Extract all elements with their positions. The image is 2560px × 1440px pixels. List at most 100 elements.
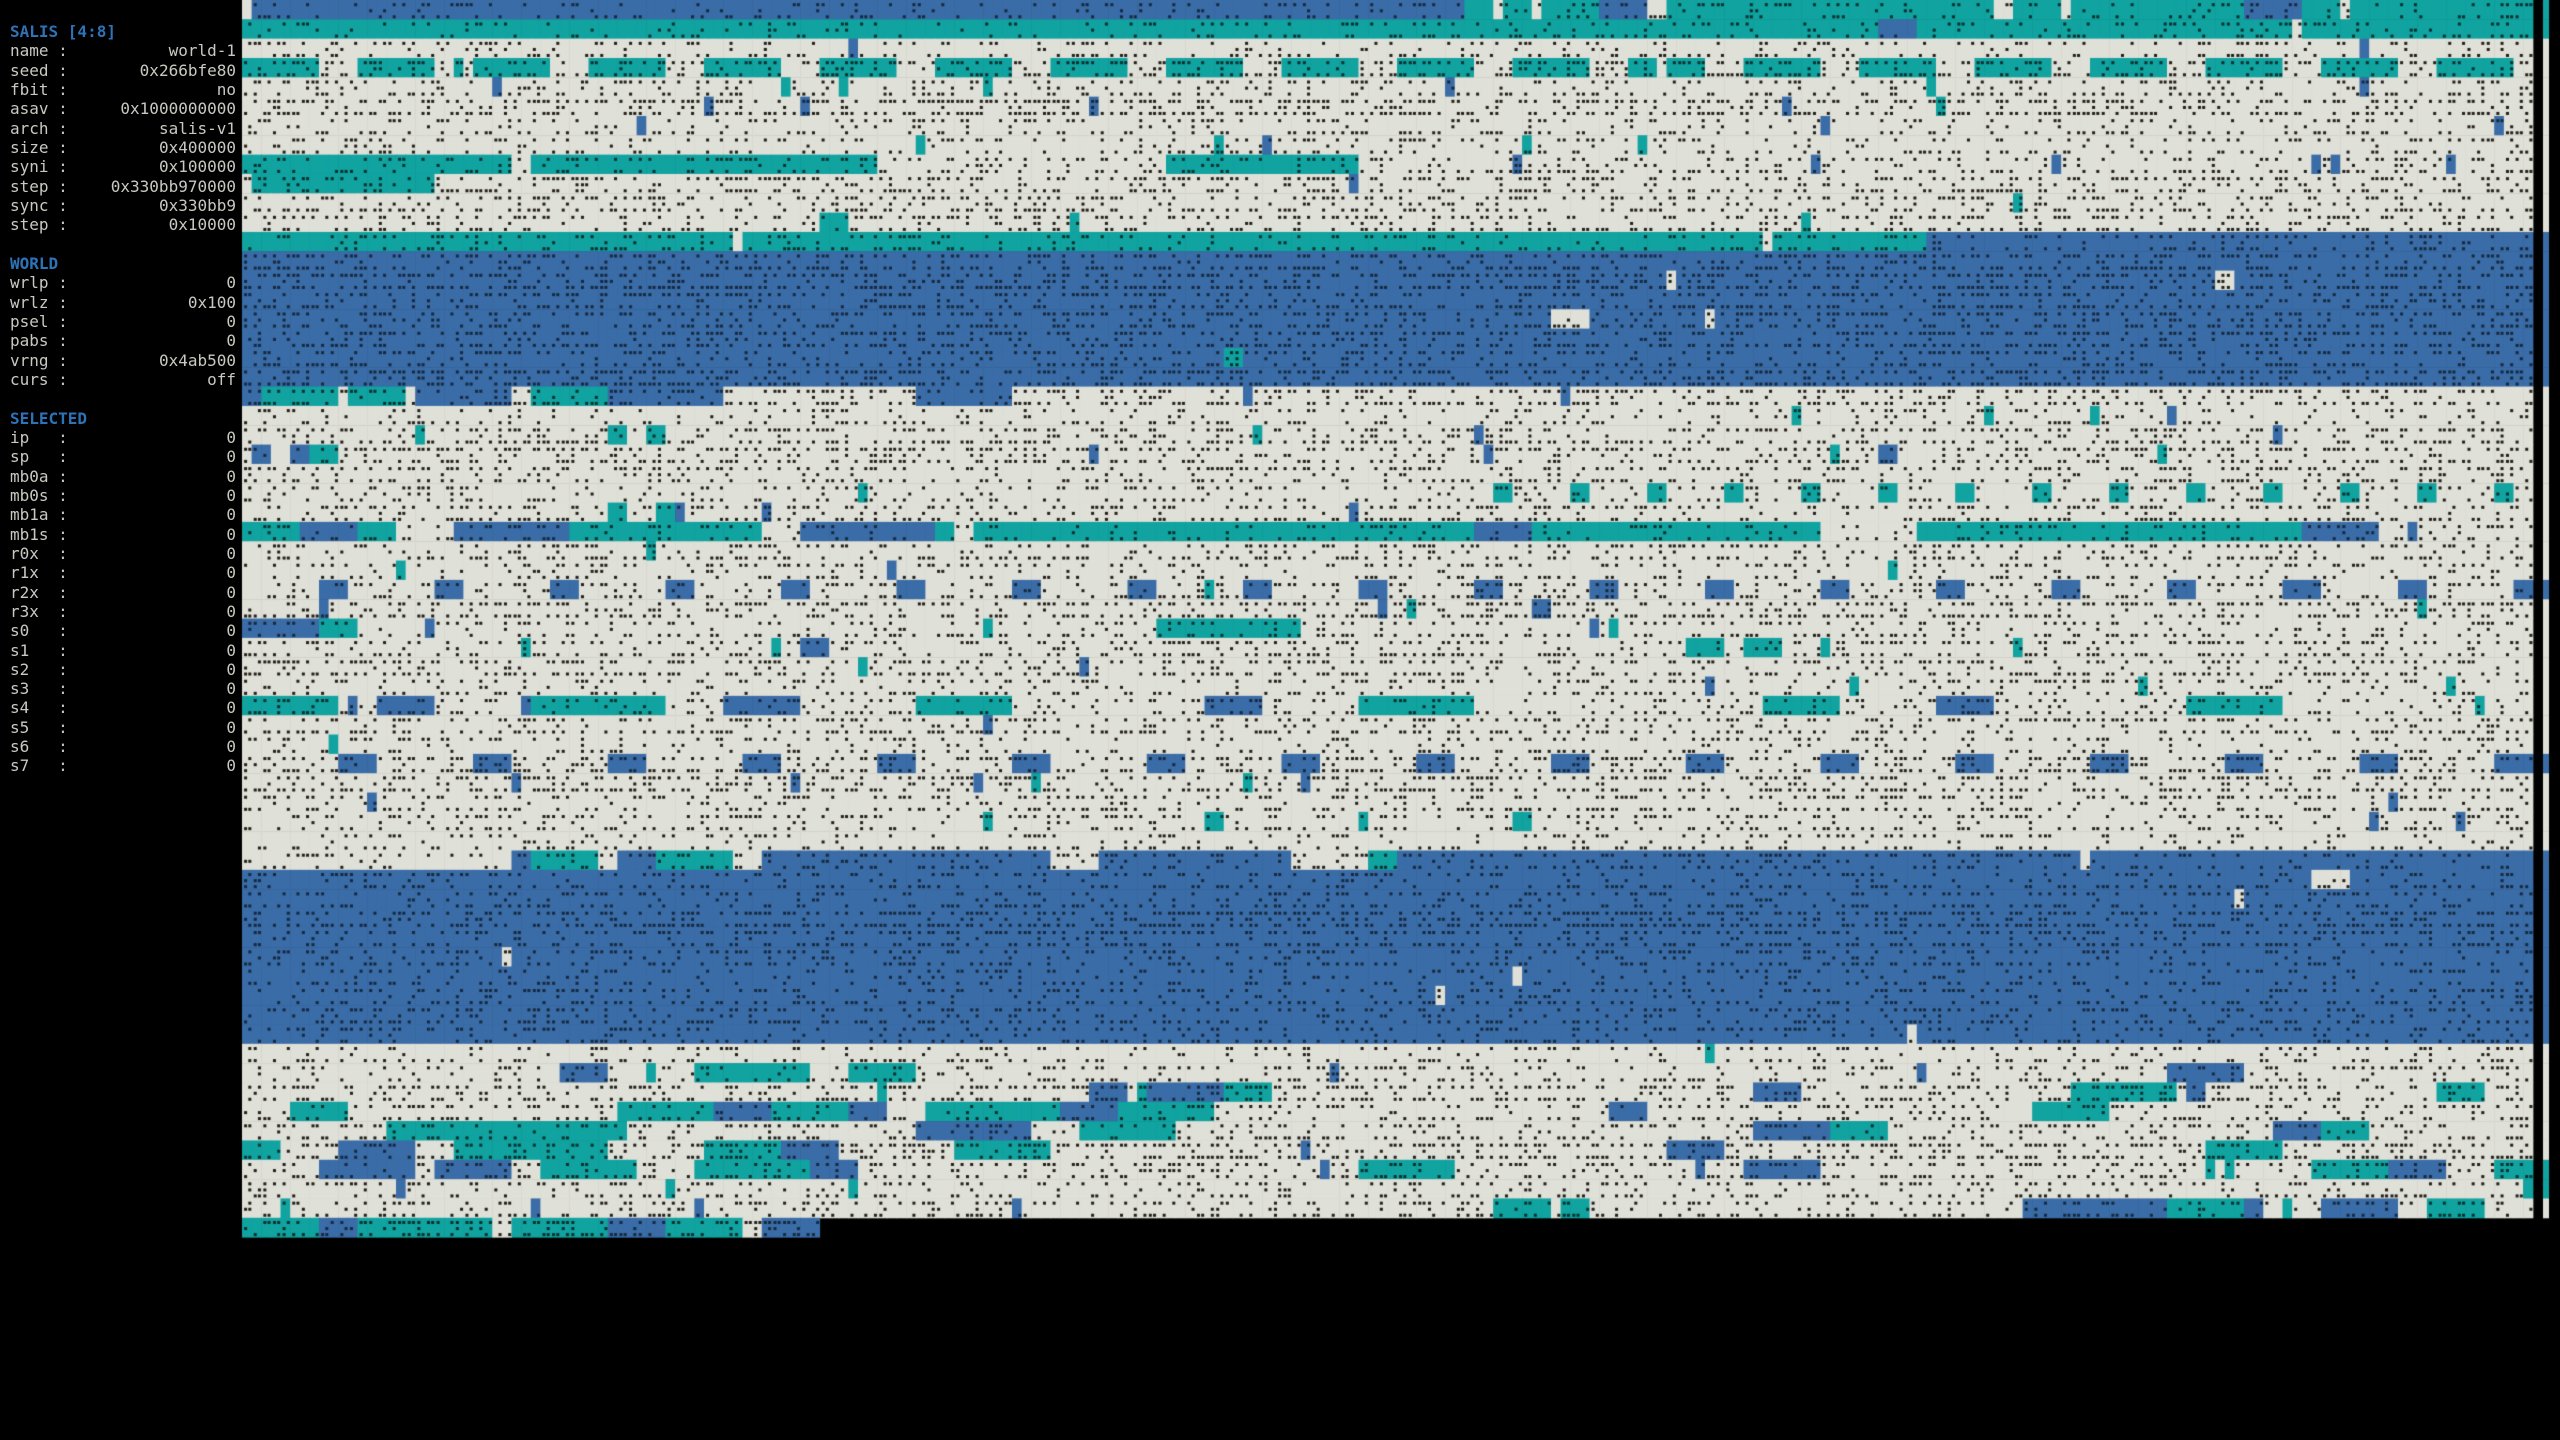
field-label: s5 : <box>10 717 68 737</box>
field-value: 0x100000 <box>158 157 236 177</box>
field-row: mb1s : 0 <box>10 525 236 544</box>
field-value: 0 <box>226 427 236 447</box>
field-label: r2x : <box>10 582 68 602</box>
field-label: s2 : <box>10 659 68 679</box>
field-value: 0 <box>226 582 236 602</box>
field-label: step : <box>10 176 68 196</box>
field-value: no <box>216 79 236 99</box>
field-label: sync : <box>10 195 68 215</box>
field-label: seed : <box>10 60 68 80</box>
field-label: curs : <box>10 369 68 389</box>
field-row: mb1a : 0 <box>10 505 236 524</box>
field-value: 0 <box>226 601 236 621</box>
field-row: syni : 0x100000 <box>10 157 236 176</box>
field-value: 0x4ab500 <box>158 350 236 370</box>
field-row: asav : 0x1000000000 <box>10 99 236 118</box>
field-value: 0 <box>226 621 236 641</box>
field-row: step : 0x10000 <box>10 215 236 234</box>
field-row: pabs : 0 <box>10 331 236 350</box>
field-row: s6 : 0 <box>10 737 236 756</box>
field-row: fbit : no <box>10 80 236 99</box>
field-row: mb0s : 0 <box>10 486 236 505</box>
field-label: s7 : <box>10 756 68 776</box>
field-row: s4 : 0 <box>10 698 236 717</box>
field-row: s7 : 0 <box>10 756 236 775</box>
field-row: mb0a : 0 <box>10 467 236 486</box>
field-row: s2 : 0 <box>10 660 236 679</box>
field-label: mb1a : <box>10 505 68 525</box>
field-row: sync : 0x330bb9 <box>10 196 236 215</box>
field-label: size : <box>10 137 68 157</box>
field-row: r1x : 0 <box>10 563 236 582</box>
field-label: asav : <box>10 99 68 119</box>
field-value: 0 <box>226 659 236 679</box>
field-row: name : world-1 <box>10 41 236 60</box>
section-world: WORLD wrlp :0 wrlz :0x100 psel :0 pabs :0 vrn… <box>10 254 236 389</box>
field-row: size : 0x400000 <box>10 138 236 157</box>
field-value: salis-v1 <box>158 118 236 138</box>
field-label: vrng : <box>10 350 68 370</box>
field-row: seed : 0x266bfe80 <box>10 61 236 80</box>
field-value: 0x1000000000 <box>120 99 236 119</box>
field-label: syni : <box>10 157 68 177</box>
field-label: s3 : <box>10 679 68 699</box>
field-label: ip : <box>10 427 68 447</box>
field-row: step : 0x330bb970000 <box>10 177 236 196</box>
field-value: 0 <box>226 273 236 293</box>
field-value: 0x330bb970000 <box>110 176 236 196</box>
field-value: 0 <box>226 640 236 660</box>
field-row: wrlp : 0 <box>10 273 236 292</box>
field-value: 0 <box>226 717 236 737</box>
field-row: s5 : 0 <box>10 718 236 737</box>
field-value: 0 <box>226 563 236 583</box>
field-row: s1 : 0 <box>10 641 236 660</box>
field-row: ip : 0 <box>10 428 236 447</box>
field-value: 0 <box>226 505 236 525</box>
section-title: SELECTED <box>10 408 88 428</box>
field-row: r0x : 0 <box>10 544 236 563</box>
field-label: psel : <box>10 311 68 331</box>
field-row: curs : off <box>10 370 236 389</box>
section-title: SALIS [4:8] <box>10 22 116 41</box>
field-label: sp : <box>10 447 68 467</box>
field-label: mb0a : <box>10 466 68 486</box>
field-value: 0x100 <box>187 292 236 312</box>
field-row: r3x : 0 <box>10 602 236 621</box>
field-row: s3 : 0 <box>10 679 236 698</box>
field-row: sp : 0 <box>10 447 236 466</box>
field-row: vrng : 0x4ab500 <box>10 351 236 370</box>
field-label: s1 : <box>10 640 68 660</box>
field-label: r0x : <box>10 543 68 563</box>
field-label: r1x : <box>10 563 68 583</box>
field-value: 0 <box>226 485 236 505</box>
field-value: 0 <box>226 466 236 486</box>
section-title: WORLD <box>10 253 59 273</box>
field-value: 0 <box>226 679 236 699</box>
field-value: 0x10000 <box>168 215 236 235</box>
field-value: world-1 <box>168 41 236 61</box>
field-label: r3x : <box>10 601 68 621</box>
field-value: 0x266bfe80 <box>139 60 236 80</box>
field-value: 0 <box>226 524 236 544</box>
field-label: wrlz : <box>10 292 68 312</box>
field-row: arch : salis-v1 <box>10 119 236 138</box>
field-label: name : <box>10 41 68 61</box>
field-label: s4 : <box>10 698 68 718</box>
field-row: s0 : 0 <box>10 621 236 640</box>
field-value: 0 <box>226 311 236 331</box>
field-label: pabs : <box>10 331 68 351</box>
field-value: 0x330bb9 <box>158 195 236 215</box>
field-label: s0 : <box>10 621 68 641</box>
field-value: 0 <box>226 331 236 351</box>
field-value: 0 <box>226 698 236 718</box>
field-value: 0x400000 <box>158 137 236 157</box>
field-label: step : <box>10 215 68 235</box>
field-label: fbit : <box>10 79 68 99</box>
field-label: mb1s : <box>10 524 68 544</box>
field-label: mb0s : <box>10 485 68 505</box>
field-value: 0 <box>226 756 236 776</box>
field-value: 0 <box>226 543 236 563</box>
field-value: 0 <box>226 737 236 757</box>
